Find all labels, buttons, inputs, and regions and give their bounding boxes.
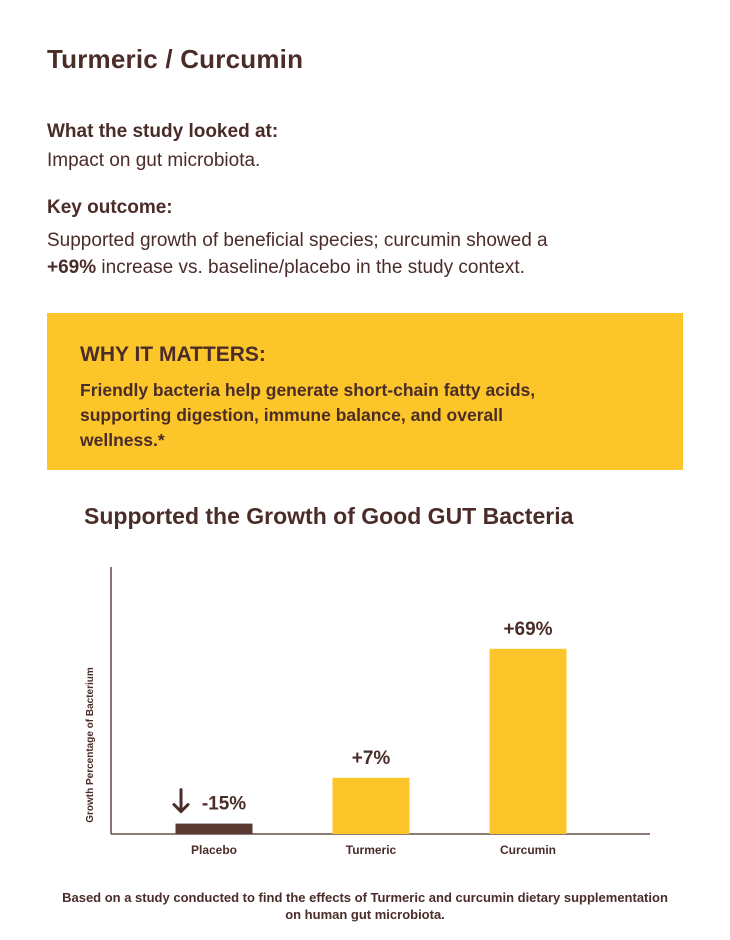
data-label-curcumin: +69%: [503, 619, 552, 640]
outcome-text: Supported growth of beneficial species; …: [47, 227, 687, 281]
callout-heading: WHY IT MATTERS:: [80, 343, 266, 366]
category-label-curcumin: Curcumin: [500, 843, 556, 857]
chart-title: Supported the Growth of Good GUT Bacteri…: [84, 503, 574, 529]
data-label-placebo: -15%: [202, 794, 246, 815]
study-label: What the study looked at:: [47, 121, 279, 142]
outcome-highlight: +69%: [47, 257, 97, 278]
category-label-placebo: Placebo: [191, 843, 237, 857]
down-arrow-icon: [172, 788, 190, 814]
bar-curcumin: [489, 648, 567, 834]
outcome-text-after: increase vs. baseline/placebo in the stu…: [96, 257, 525, 278]
outcome-label: Key outcome:: [47, 197, 173, 218]
outcome-text-before: Supported growth of beneficial species; …: [47, 230, 548, 251]
data-label-turmeric: +7%: [352, 748, 391, 769]
chart-caption: Based on a study conducted to find the e…: [62, 890, 668, 922]
why-it-matters-callout: WHY IT MATTERS: Friendly bacteria help g…: [47, 313, 683, 470]
bar-turmeric: [332, 777, 410, 834]
y-axis-label: Growth Percentage of Bacterium: [85, 667, 96, 823]
category-label-turmeric: Turmeric: [346, 843, 397, 857]
bar-placebo: [175, 823, 253, 834]
bar-chart: Growth Percentage of Bacterium -15% Placeb…: [85, 567, 650, 857]
study-text: Impact on gut microbiota.: [47, 150, 261, 171]
page-title: Turmeric / Curcumin: [47, 44, 304, 74]
callout-text: Friendly bacteria help generate short-ch…: [80, 380, 536, 450]
